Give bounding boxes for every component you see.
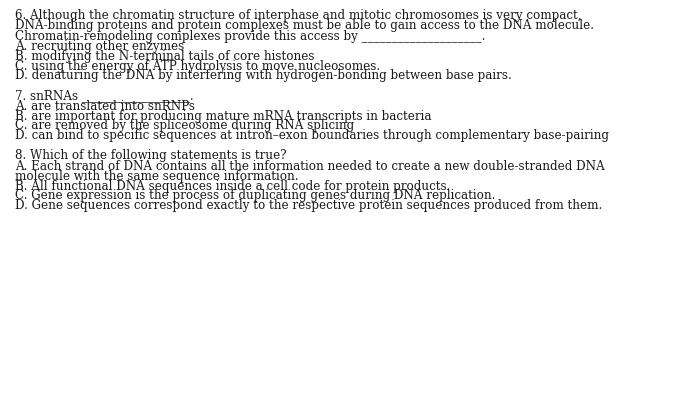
Text: molecule with the same sequence information.: molecule with the same sequence informat… bbox=[15, 170, 299, 183]
Text: D. Gene sequences correspond exactly to the respective protein sequences produce: D. Gene sequences correspond exactly to … bbox=[15, 199, 603, 212]
Text: A. recruiting other enzymes: A. recruiting other enzymes bbox=[15, 40, 185, 53]
Text: C. are removed by the spliceosome during RNA splicing: C. are removed by the spliceosome during… bbox=[15, 119, 355, 132]
Text: B. All functional DNA sequences inside a cell code for protein products.: B. All functional DNA sequences inside a… bbox=[15, 180, 451, 193]
Text: C. Gene expression is the process of duplicating genes during DNA replication.: C. Gene expression is the process of dup… bbox=[15, 189, 496, 202]
Text: A. are translated into snRNPs: A. are translated into snRNPs bbox=[15, 100, 195, 113]
Text: Chromatin-remodeling complexes provide this access by ____________________.: Chromatin-remodeling complexes provide t… bbox=[15, 30, 486, 43]
Text: C. using the energy of ATP hydrolysis to move nucleosomes.: C. using the energy of ATP hydrolysis to… bbox=[15, 60, 381, 73]
Text: DNA-binding proteins and protein complexes must be able to gain access to the DN: DNA-binding proteins and protein complex… bbox=[15, 19, 594, 32]
Text: B. modifying the N-terminal tails of core histones: B. modifying the N-terminal tails of cor… bbox=[15, 50, 315, 63]
Text: 7. snRNAs __________________.: 7. snRNAs __________________. bbox=[15, 89, 194, 102]
Text: B. are important for producing mature mRNA transcripts in bacteria: B. are important for producing mature mR… bbox=[15, 110, 432, 123]
Text: 6. Although the chromatin structure of interphase and mitotic chromosomes is ver: 6. Although the chromatin structure of i… bbox=[15, 9, 582, 22]
Text: A. Each strand of DNA contains all the information needed to create a new double: A. Each strand of DNA contains all the i… bbox=[15, 160, 605, 172]
Text: 8. Which of the following statements is true?: 8. Which of the following statements is … bbox=[15, 149, 287, 162]
Text: D. denaturing the DNA by interfering with hydrogen-bonding between base pairs.: D. denaturing the DNA by interfering wit… bbox=[15, 69, 512, 82]
Text: D. can bind to specific sequences at intron–exon boundaries through complementar: D. can bind to specific sequences at int… bbox=[15, 129, 610, 142]
